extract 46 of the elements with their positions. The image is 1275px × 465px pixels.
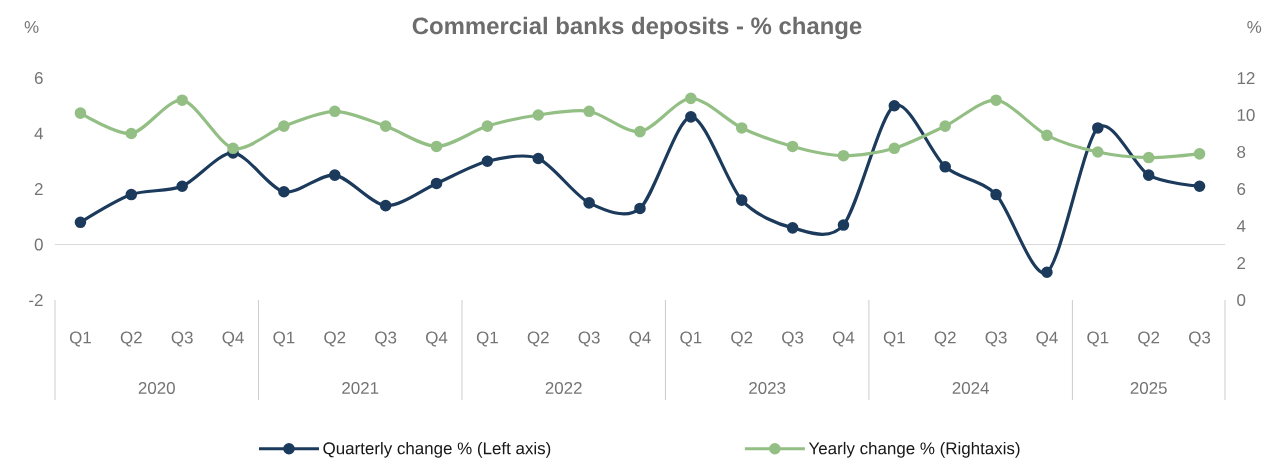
x-tick-label: Q1 [476, 331, 498, 347]
y2-tick-label: 10 [1237, 109, 1255, 121]
text: 2022 [545, 382, 582, 394]
x-tick-label: Q1 [69, 331, 91, 347]
legend-label: Quarterly change % (Left axis) [323, 441, 551, 458]
text: 2020 [138, 382, 175, 394]
x-tick-label: Q1 [1087, 331, 1109, 347]
x-tick-label: Q4 [629, 331, 651, 347]
x-tick-label: Q3 [375, 331, 397, 347]
x-tick-label: Q4 [832, 331, 855, 347]
y2-tick-label: 12 [1237, 72, 1255, 84]
x-tick-label: Q1 [883, 331, 905, 347]
x-tick-label: Q2 [527, 331, 549, 347]
legend-label: Yearly change % (Rightaxis) [808, 441, 1020, 458]
x-tick-label: Q3 [985, 331, 1007, 347]
text: 2023 [749, 382, 786, 394]
y2-tick-label: 0 [1237, 294, 1246, 306]
x-tick-label: Q4 [1036, 331, 1058, 347]
y2-tick-label: 8 [1237, 146, 1246, 158]
text: 2024 [952, 382, 989, 394]
x-tick-label: Q2 [934, 331, 956, 347]
x-tick-label: Q4 [426, 331, 448, 347]
x-tick-label: Q3 [578, 331, 600, 347]
x-tick-label: Q3 [171, 331, 193, 347]
x-tick-label: Q3 [782, 331, 804, 347]
x-tick-label: Q2 [324, 331, 346, 347]
x-tick-label: Q2 [1138, 331, 1160, 347]
y-tick-label: -2 [29, 294, 43, 306]
x-tick-label: Q1 [273, 331, 295, 347]
y2-tick-label: 4 [1236, 220, 1246, 232]
x-tick-label: Q4 [222, 331, 244, 347]
chart-title: Commercial banks deposits - % change [412, 16, 862, 40]
text: 2025 [1130, 382, 1167, 394]
y2-tick-label: 6 [1237, 183, 1246, 195]
y-tick-label: 0 [34, 238, 43, 251]
y-axis-title: % [24, 21, 39, 33]
y-tick-label: 6 [34, 72, 43, 84]
x-tick-label: Q3 [1189, 331, 1211, 347]
y-tick-label: 4 [34, 127, 43, 140]
x-tick-label: Q2 [120, 331, 142, 347]
text: 2021 [342, 382, 379, 394]
x-tick-label: Q2 [731, 331, 753, 347]
y2-axis-title: % [1247, 21, 1262, 33]
y-tick-label: 2 [34, 183, 43, 195]
y2-tick-label: 2 [1237, 257, 1246, 269]
x-tick-label: Q1 [680, 331, 702, 347]
